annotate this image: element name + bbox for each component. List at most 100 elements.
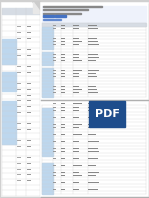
- Bar: [53, 134, 56, 135]
- Bar: [53, 141, 56, 142]
- Bar: [73, 151, 79, 152]
- Bar: [17, 106, 21, 107]
- Bar: [61, 158, 65, 159]
- Bar: [61, 92, 65, 93]
- Bar: [61, 60, 65, 61]
- Bar: [2, 72, 16, 91]
- Bar: [17, 180, 21, 181]
- Bar: [17, 129, 21, 130]
- Bar: [1, 2, 41, 196]
- Bar: [73, 44, 79, 45]
- Bar: [88, 172, 99, 173]
- Bar: [73, 28, 79, 29]
- Bar: [73, 38, 79, 39]
- Bar: [17, 174, 21, 175]
- Bar: [73, 175, 82, 176]
- Bar: [53, 107, 56, 108]
- Bar: [61, 25, 65, 26]
- Bar: [27, 146, 31, 147]
- Bar: [42, 108, 53, 156]
- Bar: [27, 123, 31, 124]
- Bar: [61, 148, 65, 149]
- Bar: [53, 117, 56, 118]
- Bar: [61, 70, 65, 71]
- Bar: [42, 23, 146, 26]
- Bar: [2, 101, 16, 144]
- Bar: [73, 172, 79, 173]
- Bar: [55, 15, 66, 17]
- Bar: [88, 110, 99, 111]
- Bar: [53, 57, 56, 58]
- Bar: [88, 41, 98, 42]
- Bar: [88, 76, 97, 77]
- Bar: [88, 70, 99, 71]
- Bar: [88, 31, 99, 32]
- Bar: [17, 83, 21, 84]
- Bar: [88, 44, 99, 45]
- Bar: [61, 44, 65, 45]
- Bar: [61, 165, 65, 166]
- Bar: [61, 31, 65, 32]
- Bar: [61, 57, 65, 58]
- Bar: [53, 89, 56, 90]
- Bar: [88, 141, 99, 142]
- Bar: [73, 73, 79, 74]
- Bar: [88, 54, 98, 55]
- Bar: [27, 72, 31, 73]
- Bar: [61, 172, 65, 173]
- Bar: [88, 86, 96, 87]
- Bar: [73, 117, 79, 118]
- Bar: [61, 89, 65, 90]
- Bar: [73, 41, 82, 42]
- Bar: [88, 89, 97, 90]
- Bar: [53, 44, 56, 45]
- Bar: [27, 140, 31, 141]
- Bar: [61, 189, 65, 190]
- Bar: [27, 163, 31, 164]
- Bar: [73, 54, 79, 55]
- Bar: [27, 49, 31, 50]
- Bar: [61, 124, 65, 125]
- Bar: [27, 106, 31, 107]
- Bar: [89, 101, 125, 127]
- Bar: [88, 28, 98, 29]
- Bar: [53, 76, 56, 77]
- Bar: [17, 49, 21, 50]
- Bar: [88, 151, 99, 152]
- Bar: [61, 76, 65, 77]
- Text: PDF: PDF: [95, 109, 120, 119]
- Bar: [43, 15, 54, 17]
- Bar: [88, 158, 98, 159]
- Bar: [53, 175, 56, 176]
- Bar: [61, 175, 65, 176]
- Bar: [41, 103, 149, 198]
- Bar: [42, 68, 53, 97]
- Bar: [27, 100, 31, 101]
- Bar: [27, 32, 31, 33]
- Bar: [88, 60, 96, 61]
- Bar: [73, 110, 79, 111]
- Bar: [73, 25, 79, 26]
- Bar: [43, 13, 81, 14]
- Bar: [40, 2, 148, 99]
- Bar: [17, 89, 21, 90]
- Bar: [53, 92, 56, 93]
- Bar: [88, 107, 98, 108]
- Bar: [53, 25, 56, 26]
- Bar: [17, 123, 21, 124]
- Bar: [17, 32, 21, 33]
- Bar: [88, 148, 98, 149]
- Bar: [61, 134, 65, 135]
- Bar: [73, 57, 79, 58]
- Bar: [73, 148, 79, 149]
- Bar: [43, 19, 61, 20]
- Bar: [73, 92, 79, 93]
- Bar: [27, 89, 31, 90]
- Bar: [61, 86, 65, 87]
- Bar: [27, 66, 31, 67]
- Bar: [61, 151, 65, 152]
- Bar: [17, 38, 21, 39]
- Bar: [17, 140, 21, 141]
- Bar: [88, 117, 98, 118]
- Bar: [73, 134, 82, 135]
